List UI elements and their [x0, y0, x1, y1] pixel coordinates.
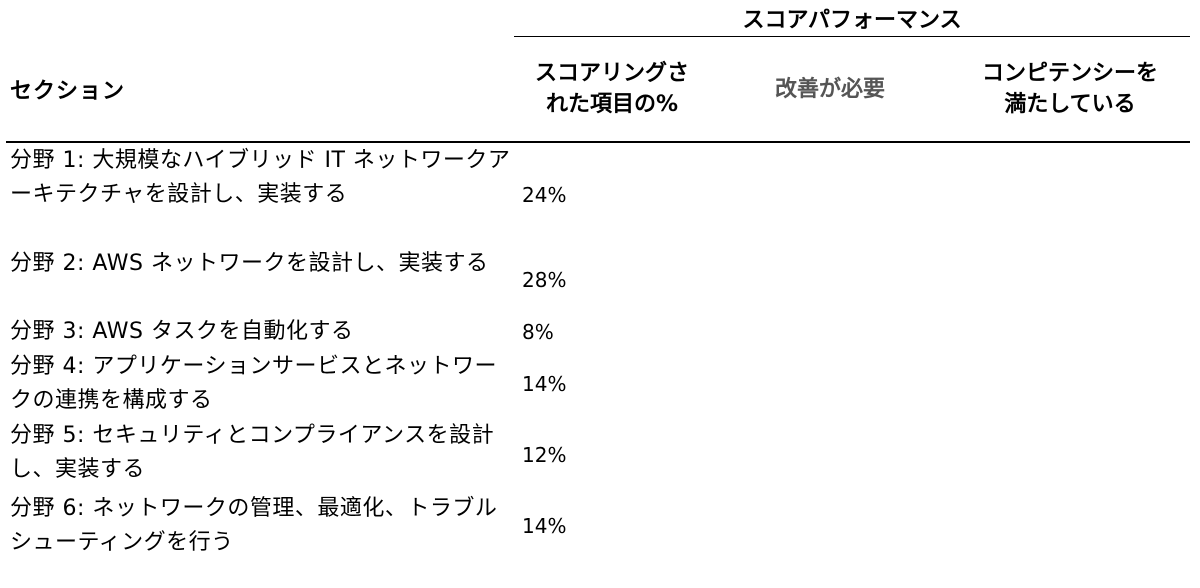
table-row: 分野 5: セキュリティとコンプライアンスを設計し、実装する 12% — [6, 418, 1190, 491]
score-performance-table: スコアパフォーマンス セクション スコアリングされた項目の% 改善が必要 コンピ… — [6, 0, 1191, 560]
needs-improvement-cell — [710, 349, 950, 418]
scored-items-percent-header: スコアリングされた項目の% — [514, 36, 710, 143]
section-column-header: セクション — [6, 36, 514, 143]
section-name: 分野 4: アプリケーションサービスとネットワークの連携を構成する — [10, 354, 497, 413]
needs-improvement-cell — [710, 314, 950, 349]
meets-competency-cell — [950, 491, 1190, 560]
needs-improvement-cell — [710, 418, 950, 491]
section-name: 分野 1: 大規模なハイブリッド IT ネットワークアーキテクチャを設計し、実装… — [10, 148, 511, 207]
meets-competency-cell — [950, 142, 1190, 246]
meets-competency-header: コンピテンシーを満たしている — [950, 36, 1191, 143]
empty-header-cell — [6, 0, 514, 37]
scored-items-percent-label: スコアリングされた項目の% — [534, 61, 689, 117]
section-name: 分野 5: セキュリティとコンプライアンスを設計し、実装する — [10, 423, 495, 482]
scored-percent: 12% — [522, 442, 567, 467]
section-name: 分野 2: AWS ネットワークを設計し、実装する — [10, 251, 489, 276]
scored-percent: 28% — [522, 268, 567, 292]
section-name: 分野 3: AWS タスクを自動化する — [10, 319, 354, 344]
needs-improvement-header: 改善が必要 — [710, 36, 950, 143]
table-row: 分野 6: ネットワークの管理、最適化、トラブルシューティングを行う 14% — [6, 491, 1190, 560]
meets-competency-cell — [950, 349, 1190, 418]
table-row: 分野 4: アプリケーションサービスとネットワークの連携を構成する 14% — [6, 349, 1190, 418]
meets-competency-cell — [950, 418, 1190, 491]
table-row: 分野 1: 大規模なハイブリッド IT ネットワークアーキテクチャを設計し、実装… — [6, 142, 1190, 246]
meets-competency-cell — [950, 246, 1190, 314]
scored-percent: 8% — [522, 319, 554, 344]
meets-competency-cell — [950, 314, 1190, 349]
score-performance-header: スコアパフォーマンス — [514, 0, 1191, 37]
meets-competency-label: コンピテンシーを満たしている — [982, 61, 1159, 117]
needs-improvement-cell — [710, 246, 950, 314]
table-row: 分野 3: AWS タスクを自動化する 8% — [6, 314, 1190, 349]
table-row: 分野 2: AWS ネットワークを設計し、実装する 28% — [6, 246, 1190, 314]
scored-percent: 14% — [522, 371, 567, 396]
needs-improvement-cell — [710, 142, 950, 246]
scored-percent: 24% — [522, 182, 567, 207]
needs-improvement-cell — [710, 491, 950, 560]
section-rows: 分野 1: 大規模なハイブリッド IT ネットワークアーキテクチャを設計し、実装… — [6, 142, 1190, 560]
scored-percent: 14% — [522, 513, 567, 538]
section-name: 分野 6: ネットワークの管理、最適化、トラブルシューティングを行う — [10, 496, 498, 555]
